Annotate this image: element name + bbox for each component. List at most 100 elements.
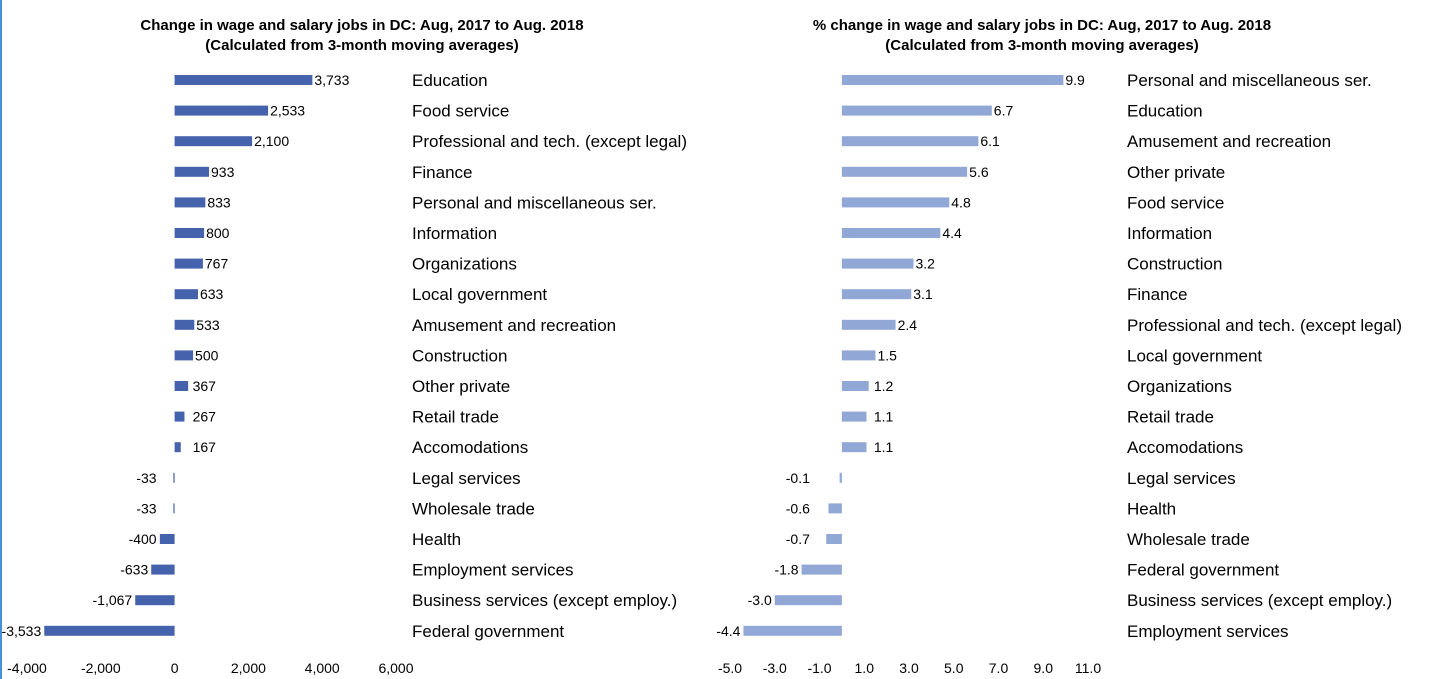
data-label: -3,533 bbox=[2, 623, 42, 639]
data-label: 1.2 bbox=[874, 378, 894, 394]
category-label: Personal and miscellaneous ser. bbox=[412, 193, 657, 212]
data-label: 1.5 bbox=[877, 347, 897, 363]
data-label: 2.4 bbox=[898, 317, 918, 333]
category-label: Health bbox=[1127, 499, 1176, 518]
bar bbox=[174, 289, 198, 300]
x-tick-label: -1.0 bbox=[807, 660, 831, 676]
bar bbox=[174, 411, 185, 422]
data-label: -0.7 bbox=[786, 531, 810, 547]
category-label: Organizations bbox=[1127, 377, 1232, 396]
bar bbox=[841, 350, 876, 361]
category-label: Other private bbox=[412, 377, 510, 396]
data-label: -400 bbox=[129, 531, 157, 547]
category-label: Food service bbox=[412, 102, 509, 121]
bar bbox=[841, 442, 867, 453]
jobs-change-bar-chart: 3,733 Education 2,533 Food service 2,100 Prof… bbox=[2, 71, 687, 676]
data-label: 9.9 bbox=[1065, 72, 1085, 88]
bar bbox=[151, 564, 175, 575]
data-label: 6.1 bbox=[980, 133, 1000, 149]
bar bbox=[174, 319, 195, 330]
data-label: 500 bbox=[195, 347, 219, 363]
category-label: Education bbox=[1127, 102, 1203, 121]
chart-title-block: % change in wage and salary jobs in DC: … bbox=[722, 16, 1362, 56]
bar bbox=[174, 258, 203, 269]
data-label: 167 bbox=[193, 439, 217, 455]
data-label: 3,733 bbox=[314, 72, 349, 88]
bar bbox=[826, 534, 842, 544]
data-label: 267 bbox=[193, 409, 217, 425]
bar bbox=[173, 503, 175, 514]
category-label: Wholesale trade bbox=[412, 499, 535, 518]
bar bbox=[841, 166, 968, 177]
x-tick-label: -2,000 bbox=[81, 660, 121, 676]
category-label: Retail trade bbox=[1127, 408, 1214, 427]
category-label: Local government bbox=[412, 285, 547, 304]
data-label: 6.7 bbox=[994, 103, 1014, 119]
data-label: -0.1 bbox=[786, 470, 810, 486]
data-label: 2,100 bbox=[254, 133, 289, 149]
category-label: Organizations bbox=[412, 255, 517, 274]
category-label: Legal services bbox=[412, 469, 521, 488]
x-tick-label: -3.0 bbox=[763, 660, 787, 676]
data-label: 533 bbox=[196, 317, 220, 333]
bar bbox=[174, 228, 205, 238]
data-label: 933 bbox=[211, 164, 235, 180]
x-tick-label: 0 bbox=[171, 660, 179, 676]
category-label: Legal services bbox=[1127, 469, 1236, 488]
category-label: Amusement and recreation bbox=[412, 316, 616, 335]
data-label: 5.6 bbox=[969, 164, 989, 180]
bar bbox=[174, 197, 206, 208]
category-label: Information bbox=[1127, 224, 1212, 243]
category-label: Health bbox=[412, 530, 461, 549]
category-label: Local government bbox=[1127, 346, 1262, 365]
category-label: Employment services bbox=[412, 561, 574, 580]
bar bbox=[174, 136, 253, 147]
x-tick-label: 1.0 bbox=[855, 660, 875, 676]
data-label: 3.1 bbox=[913, 286, 933, 302]
bar bbox=[841, 228, 941, 238]
x-tick-label: 4,000 bbox=[305, 660, 340, 676]
category-label: Accomodations bbox=[1127, 438, 1243, 457]
data-label: -1.8 bbox=[774, 562, 798, 578]
category-label: Accomodations bbox=[412, 438, 528, 457]
data-label: -1,067 bbox=[93, 592, 133, 608]
bar bbox=[743, 625, 842, 636]
category-label: Federal government bbox=[412, 622, 564, 641]
bar bbox=[174, 166, 210, 177]
bar bbox=[159, 534, 175, 544]
category-label: Education bbox=[412, 71, 488, 90]
chart-title-block: Change in wage and salary jobs in DC: Au… bbox=[2, 16, 722, 56]
data-label: 1.1 bbox=[874, 439, 894, 455]
category-label: Retail trade bbox=[412, 408, 499, 427]
x-tick-label: 2,000 bbox=[231, 660, 266, 676]
bar bbox=[828, 503, 842, 514]
category-label: Information bbox=[412, 224, 497, 243]
data-label: -0.6 bbox=[786, 500, 810, 516]
jobs-change-chart-panel: Change in wage and salary jobs in DC: Au… bbox=[2, 0, 722, 679]
bar bbox=[44, 625, 175, 636]
category-label: Business services (except employ.) bbox=[412, 591, 677, 610]
category-label: Professional and tech. (except legal) bbox=[412, 132, 687, 151]
data-label: 633 bbox=[200, 286, 224, 302]
data-label: -633 bbox=[120, 562, 148, 578]
category-label: Business services (except employ.) bbox=[1127, 591, 1392, 610]
bar bbox=[174, 75, 313, 85]
bar bbox=[841, 289, 912, 300]
x-tick-label: 5.0 bbox=[944, 660, 964, 676]
bar bbox=[841, 136, 979, 147]
category-label: Professional and tech. (except legal) bbox=[1127, 316, 1402, 335]
x-tick-label: -5.0 bbox=[718, 660, 742, 676]
percent-change-chart-panel: % change in wage and salary jobs in DC: … bbox=[716, 0, 1437, 679]
data-label: -4.4 bbox=[716, 623, 740, 639]
category-label: Wholesale trade bbox=[1127, 530, 1250, 549]
bar bbox=[841, 105, 992, 116]
category-label: Construction bbox=[1127, 255, 1222, 274]
chart-title: % change in wage and salary jobs in DC: … bbox=[812, 17, 1272, 34]
bar bbox=[841, 319, 896, 330]
bar bbox=[135, 595, 175, 606]
bar bbox=[174, 381, 189, 391]
chart-title: Change in wage and salary jobs in DC: Au… bbox=[140, 17, 584, 34]
data-label: -3.0 bbox=[748, 592, 772, 608]
x-tick-label: 7.0 bbox=[989, 660, 1009, 676]
data-label: 800 bbox=[206, 225, 230, 241]
